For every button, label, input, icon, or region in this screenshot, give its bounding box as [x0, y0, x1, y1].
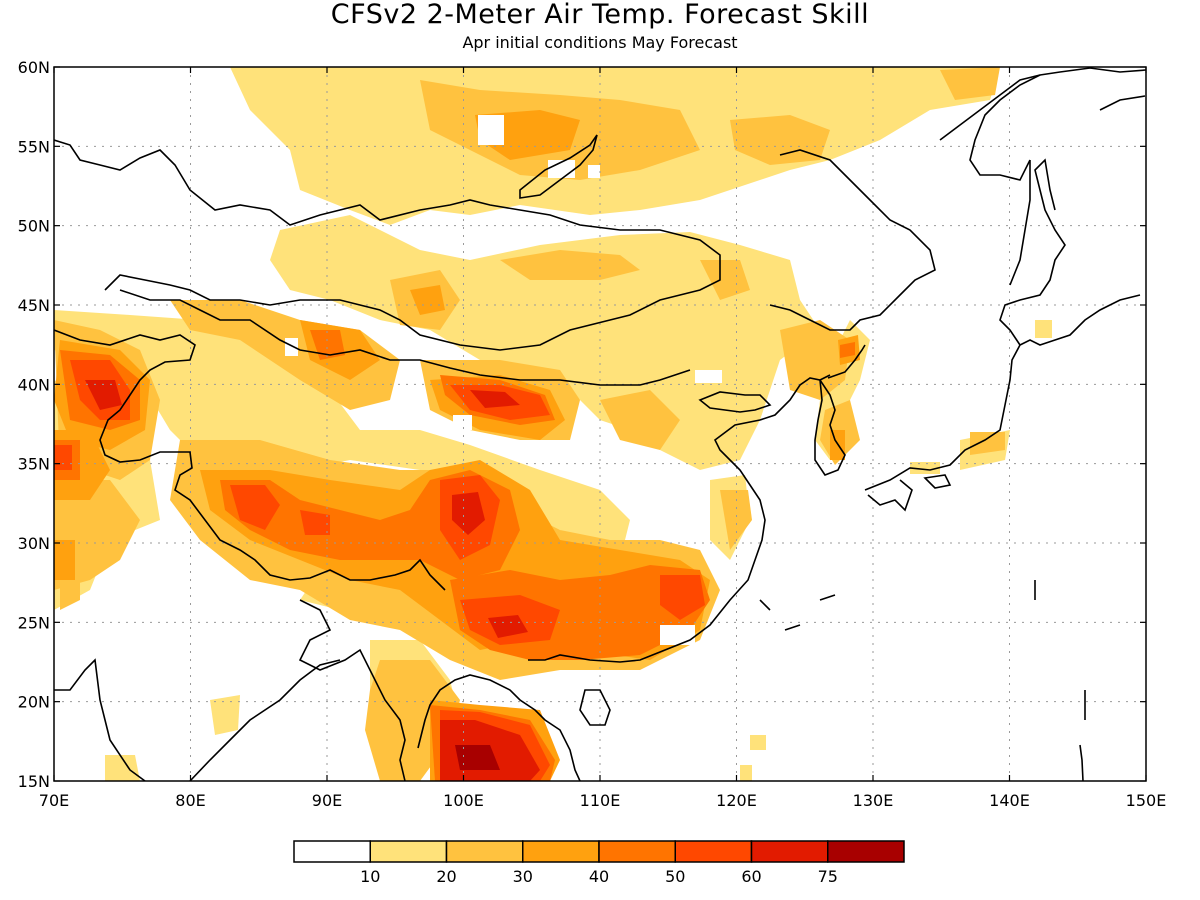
colorbar-label: 75 — [818, 867, 838, 886]
colorbar-label: 50 — [665, 867, 685, 886]
lat-tick-label: 45N — [18, 296, 50, 315]
colorbar-label: 60 — [741, 867, 761, 886]
map-title: CFSv2 2-Meter Air Temp. Forecast Skill — [330, 0, 870, 30]
longitude-labels: 70E 80E 90E 100E 110E 120E 130E 140E 150E — [39, 791, 1167, 810]
lat-tick-label: 25N — [18, 613, 50, 632]
lat-tick-label: 60N — [18, 58, 50, 77]
colorbar-swatch — [827, 840, 905, 863]
lon-tick-label: 110E — [580, 791, 621, 810]
lon-tick-label: 70E — [39, 791, 69, 810]
colorbar-label: 30 — [513, 867, 533, 886]
colorbar-swatch — [369, 840, 448, 863]
lat-tick-label: 35N — [18, 455, 50, 474]
colorbar-swatch — [522, 840, 600, 863]
lat-tick-label: 55N — [18, 137, 50, 156]
colorbar-swatch — [598, 840, 676, 863]
latitude-labels: 60N 55N 50N 45N 40N 35N 30N 25N 20N 15N — [18, 58, 50, 791]
colorbar-swatch — [750, 840, 829, 863]
colorbar-label: 20 — [436, 867, 456, 886]
lon-tick-label: 130E — [853, 791, 894, 810]
lon-tick-label: 150E — [1126, 791, 1167, 810]
colorbar-swatch — [674, 840, 753, 863]
axis-ticks — [53, 66, 1147, 782]
lon-tick-label: 120E — [716, 791, 757, 810]
lon-tick-label: 80E — [175, 791, 205, 810]
colorbar-swatch — [293, 840, 371, 863]
colorbar-label: 10 — [360, 867, 380, 886]
lon-tick-label: 100E — [443, 791, 484, 810]
lat-tick-label: 15N — [18, 772, 50, 791]
lat-tick-label: 30N — [18, 534, 50, 553]
lat-tick-label: 50N — [18, 217, 50, 236]
coastlines — [54, 67, 1146, 781]
lon-tick-label: 140E — [989, 791, 1030, 810]
lon-tick-label: 90E — [312, 791, 342, 810]
lat-tick-label: 20N — [18, 693, 50, 712]
lat-tick-label: 40N — [18, 375, 50, 394]
map-subtitle: Apr initial conditions May Forecast — [462, 33, 738, 52]
colorbar-swatch — [445, 840, 524, 863]
colorbar-label: 40 — [589, 867, 609, 886]
colorbar: 10 20 30 40 50 60 75 — [293, 840, 905, 886]
skill-shading — [54, 67, 1052, 781]
